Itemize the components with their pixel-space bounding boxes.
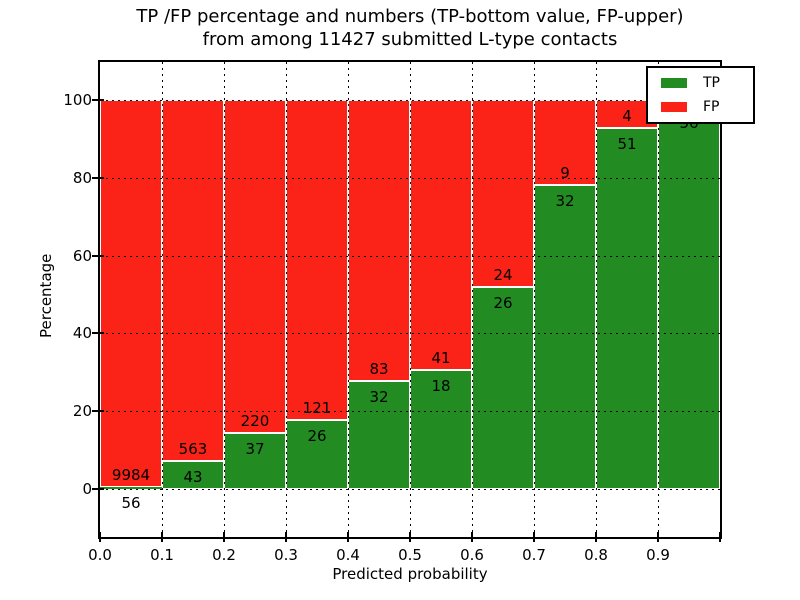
x-tick-mark bbox=[99, 532, 101, 542]
y-tick-label: 80 bbox=[72, 168, 92, 187]
legend: TP FP bbox=[646, 66, 755, 124]
x-tick-mark bbox=[657, 532, 659, 542]
legend-row: TP bbox=[661, 75, 753, 91]
tp-count-label: 37 bbox=[245, 439, 265, 458]
v-gridline bbox=[162, 62, 163, 537]
y-tick-label: 0 bbox=[82, 480, 92, 498]
fp-count-label: 9984 bbox=[111, 465, 151, 484]
v-gridline bbox=[658, 62, 659, 537]
x-tick-label: 0.1 bbox=[150, 546, 174, 564]
x-tick-label: 0.4 bbox=[336, 546, 360, 564]
fp-count-label: 24 bbox=[493, 265, 513, 284]
fp-count-label: 4 bbox=[622, 107, 632, 126]
bar-tp-segment bbox=[534, 185, 596, 489]
x-tick-label: 0.9 bbox=[646, 546, 670, 564]
tp-count-label: 43 bbox=[183, 468, 203, 487]
tp-count-label: 32 bbox=[555, 192, 575, 211]
v-gridline bbox=[410, 62, 411, 537]
y-tick-label: 40 bbox=[72, 324, 92, 343]
y-tick-mark bbox=[92, 488, 104, 490]
y-axis-title: Percentage bbox=[37, 253, 55, 339]
tp-count-label: 32 bbox=[369, 387, 389, 406]
grid-layer bbox=[100, 62, 720, 537]
x-tick-mark bbox=[533, 532, 535, 542]
x-tick-label: 0.8 bbox=[584, 546, 608, 564]
legend-label-tp: TP bbox=[703, 75, 720, 92]
tp-count-label: 18 bbox=[431, 377, 451, 396]
y-tick-label: 60 bbox=[72, 246, 92, 265]
bar-label-layer: 9984565634322037121268332411824269324515… bbox=[100, 62, 720, 537]
fp-count-label: 41 bbox=[431, 349, 451, 368]
x-tick-label: 0.3 bbox=[274, 546, 298, 564]
plot-area: 9984565634322037121268332411824269324515… bbox=[100, 62, 720, 537]
x-tick-mark bbox=[285, 532, 287, 542]
x-tick-mark bbox=[347, 532, 349, 542]
bars-layer bbox=[100, 62, 720, 537]
y-tick-mark bbox=[92, 332, 104, 335]
fp-count-label: 563 bbox=[178, 440, 208, 459]
tp-swatch-icon bbox=[661, 78, 687, 89]
bar-tp-segment bbox=[100, 486, 162, 489]
v-gridline bbox=[596, 62, 597, 537]
fp-count-label: 220 bbox=[240, 411, 270, 430]
x-tick-mark bbox=[223, 532, 225, 542]
v-gridline bbox=[472, 62, 473, 537]
bar-tp-segment bbox=[596, 128, 658, 489]
y-tick-mark bbox=[92, 410, 104, 413]
tp-count-label: 56 bbox=[121, 493, 141, 512]
bar-tp-segment bbox=[410, 370, 472, 489]
x-tick-mark bbox=[471, 532, 473, 542]
bar-fp-segment bbox=[534, 100, 596, 186]
legend-label-fp: FP bbox=[703, 98, 720, 115]
bar-tp-segment bbox=[658, 106, 720, 489]
bar-fp-segment bbox=[100, 100, 162, 487]
fp-count-label: 121 bbox=[302, 399, 332, 418]
tp-count-label: 51 bbox=[617, 135, 637, 154]
x-tick-label: 0.7 bbox=[522, 546, 546, 564]
chart-title-line2: from among 11427 submitted L-type contac… bbox=[202, 29, 618, 50]
y-tick-label: 100 bbox=[63, 91, 92, 109]
tp-count-label: 26 bbox=[307, 427, 327, 446]
v-gridline bbox=[534, 62, 535, 537]
y-tick-mark bbox=[92, 176, 104, 179]
chart-title-line1: TP /FP percentage and numbers (TP-bottom… bbox=[136, 6, 684, 27]
chart-title: TP /FP percentage and numbers (TP-bottom… bbox=[100, 5, 720, 51]
x-tick-mark bbox=[595, 532, 597, 542]
x-tick-label: 0.6 bbox=[460, 546, 484, 564]
bar-tp-segment bbox=[348, 380, 410, 489]
bar-tp-segment bbox=[162, 461, 224, 489]
x-tick-mark bbox=[719, 532, 721, 542]
x-axis-title: Predicted probability bbox=[332, 565, 488, 583]
v-gridline bbox=[224, 62, 225, 537]
x-tick-mark bbox=[409, 532, 411, 542]
y-tick-label: 20 bbox=[72, 402, 92, 421]
x-tick-mark bbox=[161, 532, 163, 542]
tp-count-label: 26 bbox=[493, 293, 513, 312]
fp-count-label: 9 bbox=[560, 164, 570, 183]
x-tick-label: 0.5 bbox=[398, 546, 422, 564]
y-tick-mark bbox=[92, 99, 104, 101]
y-tick-mark bbox=[92, 254, 104, 257]
fp-count-label: 83 bbox=[369, 359, 389, 378]
legend-row: FP bbox=[661, 99, 753, 115]
v-gridline bbox=[286, 62, 287, 537]
v-gridline bbox=[348, 62, 349, 537]
x-tick-label: 0.2 bbox=[212, 546, 236, 564]
fp-swatch-icon bbox=[661, 101, 687, 112]
x-tick-label: 0.0 bbox=[88, 546, 112, 564]
